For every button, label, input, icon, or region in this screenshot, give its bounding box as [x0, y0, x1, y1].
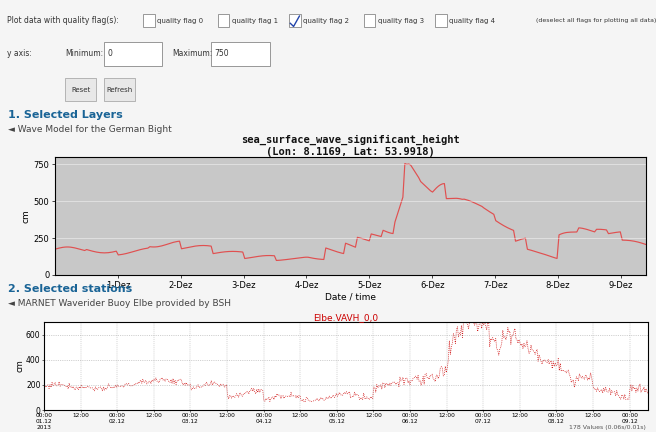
- Bar: [363, 14, 375, 28]
- Text: (deselect all flags for plotting all data): (deselect all flags for plotting all dat…: [536, 18, 656, 23]
- Text: quality flag 2: quality flag 2: [303, 18, 350, 24]
- Text: Minimum:: Minimum:: [65, 50, 103, 58]
- Bar: [104, 41, 163, 67]
- Text: 1. Selected Layers: 1. Selected Layers: [9, 110, 123, 120]
- Text: ◄ MARNET Waverider Buoy Elbe provided by BSH: ◄ MARNET Waverider Buoy Elbe provided by…: [9, 299, 232, 308]
- Y-axis label: cm: cm: [22, 209, 31, 223]
- Text: quality flag 0: quality flag 0: [157, 18, 203, 24]
- Bar: [289, 14, 300, 28]
- Text: 178 Values (0.06s/0.01s): 178 Values (0.06s/0.01s): [569, 425, 646, 429]
- Text: 750: 750: [215, 50, 229, 58]
- Text: Plot data with quality flag(s):: Plot data with quality flag(s):: [7, 16, 118, 25]
- Y-axis label: cm: cm: [16, 359, 24, 372]
- Text: ◄ Wave Model for the German Bight: ◄ Wave Model for the German Bight: [9, 124, 173, 133]
- Text: Refresh: Refresh: [106, 87, 133, 93]
- Text: quality flag 1: quality flag 1: [232, 18, 278, 24]
- Text: quality flag 3: quality flag 3: [378, 18, 424, 24]
- Bar: [104, 78, 135, 101]
- Text: sea_surface_wave_significant_height
(Lon: 8.1169, Lat: 53.9918): sea_surface_wave_significant_height (Lon…: [241, 135, 460, 157]
- Text: Maximum:: Maximum:: [172, 50, 213, 58]
- Bar: [218, 14, 230, 28]
- Bar: [143, 14, 155, 28]
- Bar: [435, 14, 447, 28]
- X-axis label: Date / time: Date / time: [325, 292, 376, 302]
- Text: y axis:: y axis:: [7, 50, 31, 58]
- Text: 0: 0: [107, 50, 112, 58]
- Text: Elbe.VAVH_0,0: Elbe.VAVH_0,0: [314, 314, 379, 323]
- Bar: [65, 78, 96, 101]
- Text: 2. Selected stations: 2. Selected stations: [9, 284, 133, 294]
- Text: quality flag 4: quality flag 4: [449, 18, 495, 24]
- Bar: [211, 41, 270, 67]
- Text: Reset: Reset: [71, 87, 90, 93]
